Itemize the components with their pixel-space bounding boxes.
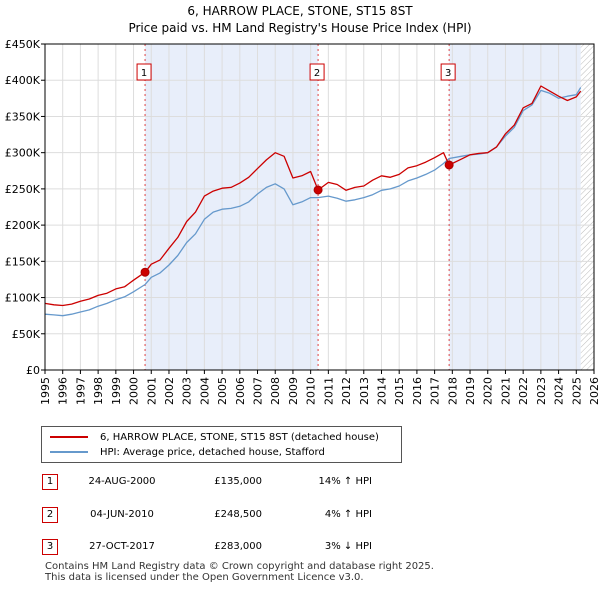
sale-number-badge: 1	[42, 474, 58, 490]
sale-row: 2 04-JUN-2010 £248,500 4% ↑ HPI	[0, 505, 600, 525]
legend-swatch-property	[50, 436, 88, 438]
x-tick-label: 1996	[57, 377, 70, 405]
footer-copyright: Contains HM Land Registry data © Crown c…	[45, 561, 434, 572]
forecast-hatch-region	[580, 44, 594, 370]
y-tick-label: £350K	[5, 110, 41, 123]
legend-swatch-hpi	[50, 451, 88, 453]
x-tick-label: 2016	[411, 377, 424, 405]
sale-hpi-diff: 14% ↑ HPI	[318, 476, 372, 487]
sale-label-box	[309, 63, 325, 81]
sale-point	[444, 160, 454, 170]
x-tick-label: 2018	[446, 377, 459, 405]
x-tick-label: 2025	[570, 377, 583, 405]
sale-row: 1 24-AUG-2000 £135,000 14% ↑ HPI	[0, 472, 600, 492]
sale-date: 27-OCT-2017	[89, 541, 155, 552]
x-tick-label: 2026	[588, 377, 600, 405]
x-tick-label: 2009	[287, 377, 300, 405]
sale-date: 04-JUN-2010	[90, 509, 154, 520]
x-tick-label: 2024	[553, 377, 566, 405]
price-chart: £0 £50K £100K £150K £200K £250K £300K £350K £400…	[5, 38, 600, 405]
plot-frame	[44, 43, 595, 371]
x-tick-label: 2012	[340, 377, 353, 405]
sale-price: £248,500	[214, 509, 262, 520]
sale-row: 3 27-OCT-2017 £283,000 3% ↓ HPI	[0, 537, 600, 557]
x-tick-label: 2002	[163, 377, 176, 405]
y-tick-label: £400K	[5, 74, 41, 87]
x-tick-label: 2003	[181, 377, 194, 405]
x-tick-label: 2023	[535, 377, 548, 405]
x-tick-label: 2006	[234, 377, 247, 405]
y-tick-label: £250K	[5, 183, 41, 196]
x-tick-label: 2019	[464, 377, 477, 405]
series-line	[44, 85, 582, 307]
x-tick-label: 2004	[198, 377, 211, 405]
x-tick-label: 2013	[358, 377, 371, 405]
sale-label-text: 3	[445, 68, 451, 79]
sale-label-box	[440, 63, 456, 81]
sale-number-badge: 3	[42, 539, 58, 555]
x-tick-label: 1997	[74, 377, 87, 405]
x-tick-label: 2000	[128, 377, 141, 405]
x-tick-label: 2020	[482, 377, 495, 405]
x-tick-label: 2007	[252, 377, 265, 405]
legend-item-property: 6, HARROW PLACE, STONE, ST15 8ST (detach…	[50, 430, 379, 444]
x-tick-label: 2008	[269, 377, 282, 405]
sale-point	[140, 267, 150, 277]
y-tick-label: £0	[26, 364, 40, 377]
sale-price: £283,000	[214, 541, 262, 552]
sale-price: £135,000	[214, 476, 262, 487]
sale-label-text: 1	[141, 68, 147, 79]
x-tick-label: 2011	[322, 377, 335, 405]
y-tick-label: £300K	[5, 147, 41, 160]
x-tick-label: 2021	[499, 377, 512, 405]
legend-label-hpi: HPI: Average price, detached house, Staf…	[100, 446, 325, 458]
x-tick-label: 2022	[517, 377, 530, 405]
footer-licence: This data is licensed under the Open Gov…	[45, 572, 364, 583]
legend-item-hpi: HPI: Average price, detached house, Staf…	[50, 445, 325, 459]
x-tick-label: 2017	[429, 377, 442, 405]
sale-number-badge: 2	[42, 507, 58, 523]
x-tick-label: 2015	[393, 377, 406, 405]
x-tick-label: 2014	[375, 377, 388, 405]
sale-point	[313, 185, 323, 195]
x-tick-label: 1998	[92, 377, 105, 405]
legend-label-property: 6, HARROW PLACE, STONE, ST15 8ST (detach…	[100, 431, 379, 443]
shaded-ownership-region	[145, 44, 319, 370]
sale-date: 24-AUG-2000	[88, 476, 156, 487]
chart-title: 6, HARROW PLACE, STONE, ST15 8ST	[187, 4, 413, 18]
chart-legend: 6, HARROW PLACE, STONE, ST15 8ST (detach…	[41, 426, 402, 463]
y-tick-label: £200K	[5, 219, 41, 232]
y-tick-label: £50K	[12, 328, 41, 341]
shaded-ownership-region	[449, 44, 581, 370]
y-tick-label: £150K	[5, 255, 41, 268]
x-tick-label: 1999	[110, 377, 123, 405]
sale-label-text: 2	[314, 68, 320, 79]
x-tick-label: 1995	[39, 377, 52, 405]
sale-hpi-diff: 4% ↑ HPI	[324, 509, 372, 520]
y-tick-label: £450K	[5, 38, 41, 51]
x-tick-label: 2001	[145, 377, 158, 405]
chart-subtitle: Price paid vs. HM Land Registry's House …	[128, 21, 472, 35]
sale-hpi-diff: 3% ↓ HPI	[324, 541, 372, 552]
sale-label-box	[136, 63, 152, 81]
y-tick-label: £100K	[5, 292, 41, 305]
x-tick-label: 2005	[216, 377, 229, 405]
x-tick-label: 2010	[305, 377, 318, 405]
